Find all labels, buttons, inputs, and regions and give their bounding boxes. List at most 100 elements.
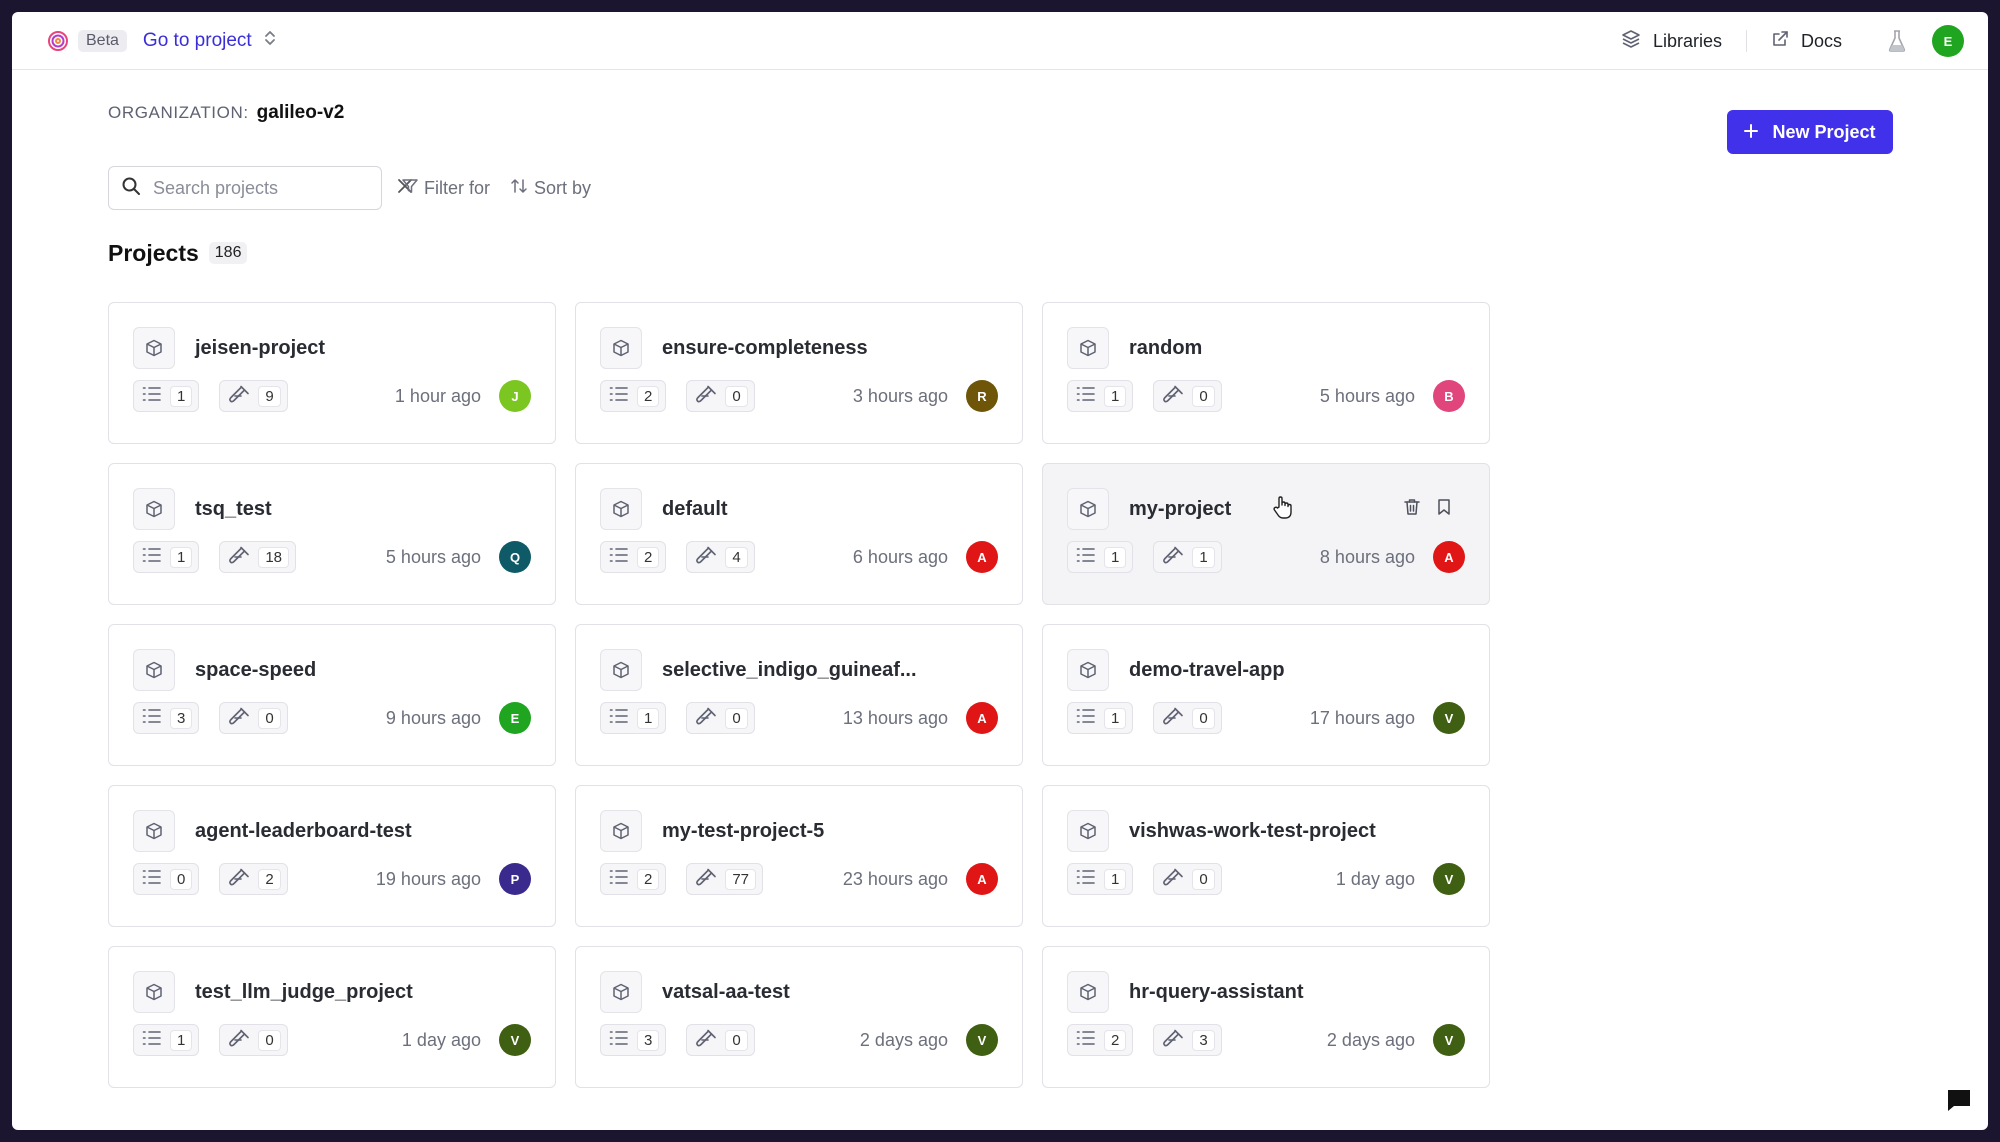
new-project-label: New Project	[1772, 121, 1876, 142]
experiments-count: 1	[1153, 541, 1222, 573]
project-card-header: agent-leaderboard-test	[133, 810, 531, 852]
trash-icon[interactable]	[1403, 498, 1421, 521]
user-avatar[interactable]: E	[1932, 25, 1964, 57]
project-name: default	[662, 497, 728, 520]
go-to-project-dropdown[interactable]: Go to project	[143, 30, 276, 52]
project-card-10[interactable]: my-test-project-5 2 77 23 hours ag	[575, 785, 1023, 927]
log-streams-number: 1	[1104, 707, 1127, 729]
experiments-number: 0	[258, 707, 281, 729]
list-icon	[1076, 708, 1096, 729]
hand-cursor-icon	[1272, 495, 1294, 526]
list-icon	[142, 1030, 162, 1051]
project-card-footer: 1 9 1 hour ago J	[133, 380, 531, 412]
log-streams-count: 1	[1067, 380, 1134, 412]
experiments-number: 3	[1192, 1029, 1215, 1051]
project-card-header: random	[1067, 327, 1465, 369]
list-icon	[609, 386, 629, 407]
list-icon	[1076, 1030, 1096, 1051]
project-card-12[interactable]: test_llm_judge_project 1 0 1 day a	[108, 946, 556, 1088]
project-card-8[interactable]: demo-travel-app 1 0 17 hours ago	[1042, 624, 1490, 766]
search-icon	[121, 176, 141, 201]
bookmark-icon[interactable]	[1435, 498, 1453, 521]
project-card-footer: 2 4 6 hours ago A	[600, 541, 998, 573]
log-streams-count: 0	[133, 863, 200, 895]
list-icon	[1076, 547, 1096, 568]
experiments-number: 0	[725, 385, 748, 407]
log-streams-number: 2	[637, 385, 660, 407]
flask-test-icon	[1162, 868, 1184, 891]
project-card-3[interactable]: tsq_test 1 18 5 hours ago Q	[108, 463, 556, 605]
experiments-count: 2	[219, 863, 288, 895]
log-streams-number: 1	[637, 707, 660, 729]
project-card-0[interactable]: jeisen-project 1 9 1 hour ago	[108, 302, 556, 444]
project-card-14[interactable]: hr-query-assistant 2 3 2 days ago	[1042, 946, 1490, 1088]
log-streams-number: 3	[637, 1029, 660, 1051]
flask-test-icon	[695, 546, 717, 569]
project-card-2[interactable]: random 1 0 5 hours ago B	[1042, 302, 1490, 444]
last-updated-time: 5 hours ago	[385, 546, 481, 567]
flask-test-icon	[228, 707, 250, 730]
log-streams-number: 1	[1104, 385, 1127, 407]
cube-icon	[133, 327, 175, 369]
project-card-4[interactable]: default 2 4 6 hours ago A	[575, 463, 1023, 605]
list-icon	[142, 386, 162, 407]
chat-bubble-icon[interactable]	[1946, 1088, 1972, 1117]
flask-test-icon	[1162, 385, 1184, 408]
project-card-7[interactable]: selective_indigo_guineaf... 1 0 13	[575, 624, 1023, 766]
experiments-count: 0	[686, 1024, 755, 1056]
last-updated-time: 1 day ago	[1335, 868, 1415, 889]
experiments-count: 0	[1153, 380, 1222, 412]
top-bar: Beta Go to project Libraries	[12, 12, 1988, 70]
projects-header: Projects 186	[108, 238, 1988, 268]
docs-link[interactable]: Docs	[1771, 30, 1842, 53]
new-project-button[interactable]: New Project	[1727, 110, 1893, 154]
libraries-link[interactable]: Libraries	[1621, 29, 1722, 54]
experiments-number: 2	[258, 868, 281, 890]
project-name: my-project	[1129, 497, 1232, 520]
project-name: demo-travel-app	[1129, 658, 1285, 681]
experiments-number: 0	[725, 1029, 748, 1051]
project-card-header: tsq_test	[133, 488, 531, 530]
flask-icon[interactable]	[1888, 29, 1906, 53]
top-bar-right: Libraries Docs E	[1621, 12, 1964, 70]
list-icon	[142, 869, 162, 890]
project-card-header: test_llm_judge_project	[133, 971, 531, 1013]
last-updated-time: 2 days ago	[859, 1029, 948, 1050]
project-card-5[interactable]: my-project 1 1 8 hours ago A	[1042, 463, 1490, 605]
experiments-count: 18	[219, 541, 297, 573]
owner-avatar: A	[966, 702, 998, 734]
project-card-footer: 1 0 1 day ago V	[133, 1024, 531, 1056]
project-name: tsq_test	[195, 497, 272, 520]
project-card-6[interactable]: space-speed 3 0 9 hours ago	[108, 624, 556, 766]
filter-button[interactable]: Filter for	[402, 178, 490, 199]
log-streams-count: 2	[600, 380, 667, 412]
cube-icon	[1067, 971, 1109, 1013]
project-card-1[interactable]: ensure-completeness 2 0 3 hours ag	[575, 302, 1023, 444]
sort-button[interactable]: Sort by	[510, 178, 591, 199]
log-streams-number: 1	[1104, 868, 1127, 890]
log-streams-count: 3	[133, 702, 200, 734]
project-card-footer: 0 2 19 hours ago P	[133, 863, 531, 895]
project-card-13[interactable]: vatsal-aa-test 3 0 2 days ago	[575, 946, 1023, 1088]
project-card-footer: 2 0 3 hours ago R	[600, 380, 998, 412]
project-name: hr-query-assistant	[1129, 980, 1304, 1003]
project-card-header: default	[600, 488, 998, 530]
project-name: agent-leaderboard-test	[195, 819, 412, 842]
flask-test-icon	[1162, 546, 1184, 569]
project-card-9[interactable]: agent-leaderboard-test 0 2 19 hour	[108, 785, 556, 927]
project-name: vatsal-aa-test	[662, 980, 790, 1003]
project-card-header: demo-travel-app	[1067, 649, 1465, 691]
cube-icon	[600, 327, 642, 369]
experiments-number: 4	[725, 546, 748, 568]
owner-avatar: R	[966, 380, 998, 412]
project-card-11[interactable]: vishwas-work-test-project 1 0 1 da	[1042, 785, 1490, 927]
flask-test-icon	[695, 1029, 717, 1052]
galileo-logo-icon[interactable]	[46, 29, 70, 53]
cube-icon	[1067, 327, 1109, 369]
project-card-footer: 1 0 13 hours ago A	[600, 702, 998, 734]
cube-icon	[1067, 649, 1109, 691]
list-icon	[142, 547, 162, 568]
search-input[interactable]	[153, 177, 385, 199]
experiments-count: 3	[1153, 1024, 1222, 1056]
experiments-count: 0	[686, 702, 755, 734]
